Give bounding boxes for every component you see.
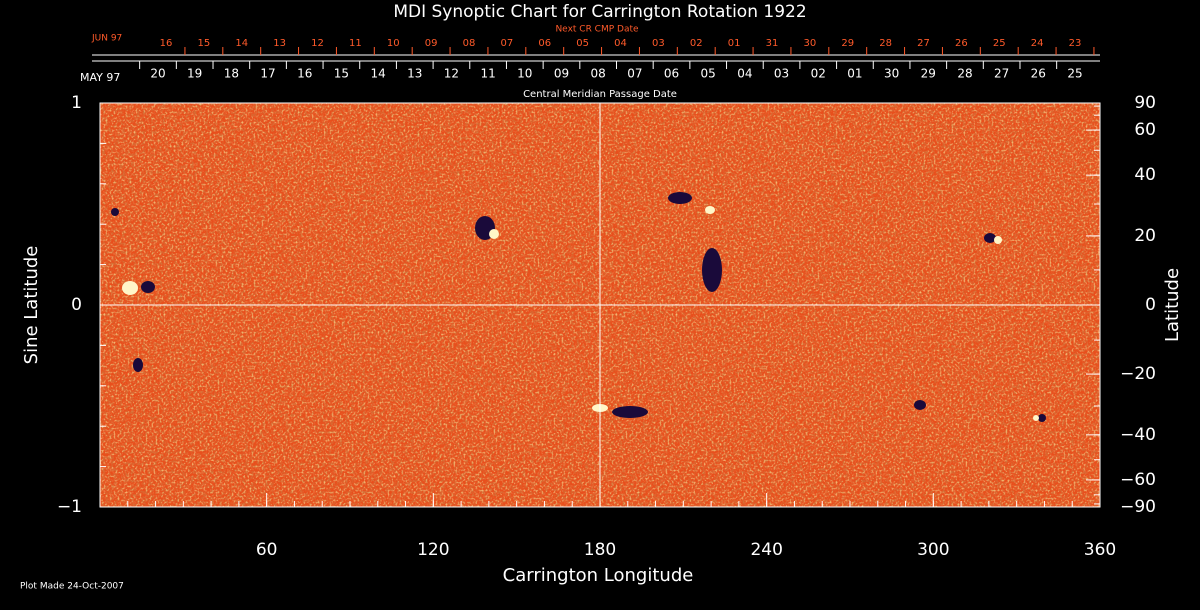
cmp-date: 28: [957, 67, 972, 81]
next-cmp-date: 02: [690, 38, 703, 49]
cmp-date: 18: [224, 67, 239, 81]
cmp-date: 12: [444, 67, 459, 81]
cmp-date: 25: [1067, 67, 1082, 81]
cmp-date: 26: [1031, 67, 1046, 81]
cmp-date: 17: [260, 67, 275, 81]
next-cmp-date: 01: [728, 38, 741, 49]
x-tick-label: 60: [256, 540, 278, 560]
cmp-date: 04: [737, 67, 752, 81]
next-cmp-date: 26: [955, 38, 968, 49]
y2-tick-label: −40: [1120, 425, 1156, 445]
cmp-month: MAY 97: [80, 71, 120, 84]
cmp-date: 02: [811, 67, 826, 81]
cmp-date: 19: [187, 67, 202, 81]
next-cmp-month: JUN 97: [91, 34, 122, 44]
next-cmp-date: 13: [273, 38, 286, 49]
cmp-date: 06: [664, 67, 679, 81]
cmp-date: 15: [334, 67, 349, 81]
next-cmp-date: 23: [1069, 38, 1082, 49]
y2-tick-label: −90: [1120, 497, 1156, 517]
next-cmp-date: 06: [538, 38, 551, 49]
y2-tick-label: 20: [1134, 226, 1156, 246]
y2-tick-label: 40: [1134, 165, 1156, 185]
cmp-date: 01: [847, 67, 862, 81]
middle-axis-title: Central Meridian Passage Date: [523, 89, 677, 100]
next-cmp-date: 16: [160, 38, 173, 49]
x-axis-title: Carrington Longitude: [503, 565, 694, 586]
x-tick-label: 240: [750, 540, 782, 560]
x-tick-label: 360: [1084, 540, 1116, 560]
next-cmp-date: 27: [917, 38, 930, 49]
cmp-date: 13: [407, 67, 422, 81]
y2-axis-title: Latitude: [1162, 268, 1183, 342]
next-cmp-date: 12: [311, 38, 324, 49]
y-tick-label: −1: [57, 497, 82, 517]
next-cmp-date: 25: [993, 38, 1006, 49]
next-cmp-date: 10: [387, 38, 400, 49]
cmp-date: 09: [554, 67, 569, 81]
next-cmp-date: 29: [841, 38, 854, 49]
y2-tick-label: −20: [1120, 364, 1156, 384]
y2-tick-label: 90: [1134, 93, 1156, 113]
cmp-date: 29: [921, 67, 936, 81]
next-cmp-date: 09: [425, 38, 438, 49]
top-axis-title: Next CR CMP Date: [555, 25, 639, 35]
chart-title: MDI Synoptic Chart for Carrington Rotati…: [393, 2, 806, 22]
next-cmp-date: 30: [804, 38, 817, 49]
next-cmp-date: 14: [235, 38, 248, 49]
next-cmp-date: 04: [614, 38, 627, 49]
y-axis-title: Sine Latitude: [21, 246, 42, 365]
next-cmp-date: 07: [501, 38, 514, 49]
cmp-date: 16: [297, 67, 312, 81]
y2-tick-label: 0: [1145, 295, 1156, 315]
footer: Plot Made 24-Oct-2007: [20, 582, 124, 592]
cmp-date: 08: [591, 67, 606, 81]
next-cmp-date: 03: [652, 38, 665, 49]
next-cmp-date: 31: [766, 38, 779, 49]
cmp-date: 27: [994, 67, 1009, 81]
next-cmp-date: 11: [349, 38, 362, 49]
cmp-date: 07: [627, 67, 642, 81]
next-cmp-date: 24: [1031, 38, 1044, 49]
x-tick-label: 180: [584, 540, 616, 560]
next-cmp-date: 15: [198, 38, 211, 49]
cmp-date: 14: [370, 67, 385, 81]
y-tick-label: 0: [71, 295, 82, 315]
next-cmp-date: 28: [879, 38, 892, 49]
next-cmp-date: 05: [576, 38, 589, 49]
cmp-date: 10: [517, 67, 532, 81]
cmp-date: 05: [701, 67, 716, 81]
x-tick-label: 300: [917, 540, 949, 560]
y2-tick-label: −60: [1120, 470, 1156, 490]
y-tick-label: 1: [71, 93, 82, 113]
next-cmp-date: 08: [463, 38, 476, 49]
y2-tick-label: 60: [1134, 120, 1156, 140]
cmp-date: 11: [480, 67, 495, 81]
cmp-date: 30: [884, 67, 899, 81]
cmp-date: 20: [150, 67, 165, 81]
x-tick-label: 120: [417, 540, 449, 560]
cmp-date: 03: [774, 67, 789, 81]
